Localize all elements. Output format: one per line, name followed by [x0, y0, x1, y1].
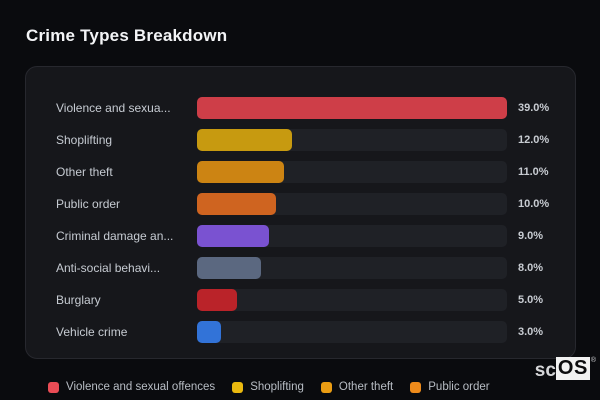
- scos-logo: sc OS ®: [535, 357, 596, 380]
- bar-value-label: 8.0%: [518, 262, 544, 274]
- bar-category-label: Public order: [56, 197, 121, 211]
- bar-row: Shoplifting 12.0%: [26, 129, 575, 151]
- bar-value-label: 9.0%: [518, 230, 544, 242]
- legend-item[interactable]: Shoplifting: [232, 381, 304, 393]
- legend-item[interactable]: Public order: [410, 381, 490, 393]
- legend-item[interactable]: Violence and sexual offences: [48, 381, 215, 393]
- bar-track: [197, 129, 507, 151]
- bar-fill[interactable]: [197, 257, 261, 279]
- chart-legend: Violence and sexual offences Shoplifting…: [48, 381, 490, 393]
- legend-item-label: Other theft: [338, 381, 394, 393]
- bar-value-label: 12.0%: [518, 134, 550, 146]
- bar-value-label: 39.0%: [518, 102, 550, 114]
- legend-swatch-icon: [232, 381, 244, 393]
- bar-track: [197, 321, 507, 343]
- legend-item-label: Violence and sexual offences: [66, 381, 216, 393]
- registered-trademark-icon: ®: [590, 357, 596, 364]
- bar-category-label: Violence and sexua...: [56, 101, 171, 115]
- bar-track: [197, 289, 507, 311]
- bar-row: Burglary 5.0%: [26, 289, 575, 311]
- bar-track: [197, 257, 507, 279]
- page-title: Crime Types Breakdown: [26, 26, 228, 45]
- bar-track: [197, 161, 507, 183]
- legend-swatch-icon: [410, 381, 422, 393]
- legend-item-label: Shoplifting: [250, 381, 304, 393]
- crime-types-chart-panel: Violence and sexua... 39.0% Shoplifting …: [25, 66, 576, 359]
- bar-value-label: 11.0%: [518, 166, 549, 178]
- bar-row: Vehicle crime 3.0%: [26, 321, 575, 343]
- bar-row: Anti-social behavi... 8.0%: [26, 257, 575, 279]
- legend-swatch-icon: [48, 381, 59, 393]
- bar-category-label: Burglary: [56, 293, 101, 307]
- bar-value-label: 10.0%: [518, 198, 550, 210]
- bar-category-label: Criminal damage an...: [56, 229, 174, 243]
- legend-item-label: Public order: [428, 381, 490, 393]
- logo-prefix-text: sc: [534, 360, 556, 381]
- bar-value-label: 3.0%: [518, 326, 544, 338]
- bar-fill[interactable]: [197, 193, 277, 215]
- bar-fill[interactable]: [197, 225, 269, 247]
- bar-track: [197, 193, 507, 215]
- logo-suffix-text: OS: [555, 357, 590, 380]
- bar-value-label: 5.0%: [518, 294, 544, 306]
- legend-item[interactable]: Other theft: [320, 381, 394, 393]
- bar-fill[interactable]: [197, 161, 285, 183]
- bar-category-label: Other theft: [56, 165, 113, 179]
- bar-fill[interactable]: [197, 97, 507, 119]
- bar-fill[interactable]: [197, 321, 221, 343]
- bar-fill[interactable]: [197, 129, 293, 151]
- bar-category-label: Shoplifting: [56, 133, 113, 147]
- bar-track: [197, 97, 507, 119]
- bar-fill[interactable]: [197, 289, 237, 311]
- bar-category-label: Vehicle crime: [56, 325, 128, 339]
- bar-category-label: Anti-social behavi...: [56, 261, 161, 275]
- bar-row: Criminal damage an... 9.0%: [26, 225, 575, 247]
- bar-row: Public order 10.0%: [26, 193, 575, 215]
- legend-swatch-icon: [320, 381, 332, 393]
- bar-track: [197, 225, 507, 247]
- bar-row: Violence and sexua... 39.0%: [26, 97, 575, 119]
- bar-row: Other theft 11.0%: [26, 161, 575, 183]
